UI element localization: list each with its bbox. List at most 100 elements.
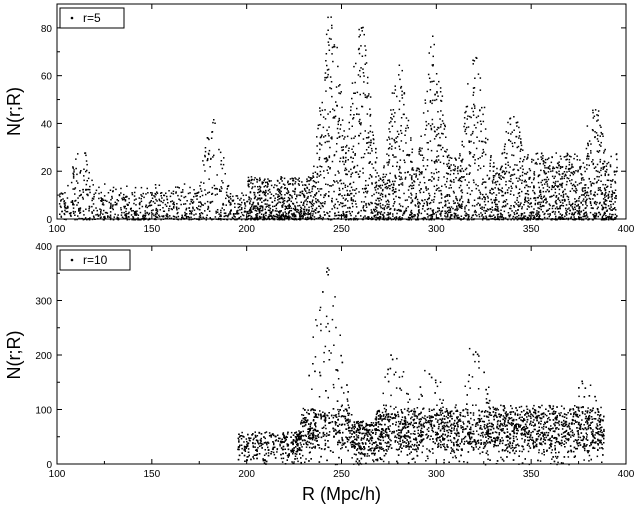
data-point bbox=[227, 185, 229, 187]
data-point bbox=[249, 208, 252, 210]
data-point bbox=[81, 196, 84, 199]
data-point bbox=[177, 211, 179, 214]
data-point bbox=[552, 167, 554, 170]
data-point bbox=[512, 169, 514, 171]
data-point bbox=[426, 208, 429, 211]
data-point bbox=[585, 203, 587, 205]
data-point bbox=[87, 177, 90, 180]
data-point bbox=[398, 145, 400, 148]
data-point bbox=[520, 148, 522, 150]
data-point bbox=[588, 140, 591, 142]
data-point bbox=[464, 179, 466, 181]
data-point bbox=[513, 168, 515, 171]
data-point bbox=[602, 214, 605, 216]
data-point bbox=[438, 80, 440, 83]
data-point bbox=[564, 173, 567, 176]
data-point bbox=[431, 118, 434, 121]
data-point bbox=[165, 192, 167, 194]
data-point bbox=[523, 212, 526, 214]
data-point bbox=[400, 210, 402, 212]
data-point bbox=[543, 178, 546, 181]
data-point bbox=[360, 67, 362, 69]
y-tick-label: 20 bbox=[41, 167, 53, 178]
data-point bbox=[280, 210, 282, 212]
data-point bbox=[418, 184, 420, 186]
data-point bbox=[450, 214, 452, 216]
data-point bbox=[545, 197, 547, 200]
data-point bbox=[426, 90, 428, 93]
data-point bbox=[100, 191, 102, 194]
data-point bbox=[361, 105, 364, 108]
data-point bbox=[437, 207, 439, 209]
data-point bbox=[358, 120, 360, 123]
data-point bbox=[393, 115, 395, 118]
data-point bbox=[117, 214, 119, 216]
data-point bbox=[470, 116, 472, 119]
data-point bbox=[458, 216, 460, 219]
data-point bbox=[330, 38, 332, 40]
data-point bbox=[599, 187, 601, 189]
data-point bbox=[316, 145, 318, 147]
data-point bbox=[132, 217, 135, 219]
data-point bbox=[298, 211, 300, 214]
data-point bbox=[254, 177, 256, 179]
data-point bbox=[547, 171, 550, 173]
data-point bbox=[383, 212, 386, 214]
data-point bbox=[510, 218, 512, 221]
data-point bbox=[431, 159, 433, 162]
data-point bbox=[324, 201, 326, 203]
data-point bbox=[338, 193, 340, 196]
data-point bbox=[407, 171, 409, 173]
data-point bbox=[439, 118, 441, 120]
data-point bbox=[319, 136, 322, 139]
data-point bbox=[277, 199, 279, 201]
data-point bbox=[609, 217, 612, 219]
data-point bbox=[539, 191, 542, 194]
data-point bbox=[194, 192, 197, 195]
data-point bbox=[492, 166, 494, 168]
data-point bbox=[253, 197, 256, 200]
data-point bbox=[602, 168, 604, 170]
data-point bbox=[111, 207, 114, 209]
data-point bbox=[488, 218, 490, 221]
data-point bbox=[324, 72, 327, 74]
data-point bbox=[365, 190, 367, 193]
data-point bbox=[111, 205, 114, 207]
data-point bbox=[346, 215, 348, 217]
data-point bbox=[272, 209, 274, 212]
data-point bbox=[120, 192, 122, 194]
data-point bbox=[383, 215, 385, 217]
data-point bbox=[596, 163, 599, 166]
data-point bbox=[220, 214, 222, 216]
data-point bbox=[418, 189, 421, 192]
data-point bbox=[428, 77, 431, 79]
data-point bbox=[163, 199, 165, 202]
data-point bbox=[388, 138, 391, 140]
data-point bbox=[338, 204, 341, 206]
data-point bbox=[445, 136, 447, 138]
data-point bbox=[222, 163, 225, 166]
data-point bbox=[449, 209, 452, 211]
data-point bbox=[63, 213, 66, 216]
data-point bbox=[95, 189, 98, 192]
data-point bbox=[551, 156, 553, 159]
data-point bbox=[555, 215, 557, 218]
data-point bbox=[456, 207, 458, 209]
data-point bbox=[591, 161, 593, 163]
data-point bbox=[531, 181, 533, 184]
data-point bbox=[223, 209, 225, 211]
data-point bbox=[294, 182, 296, 185]
data-point bbox=[246, 210, 248, 213]
data-point bbox=[411, 216, 413, 219]
data-point bbox=[594, 109, 597, 111]
data-point bbox=[330, 87, 333, 90]
data-point bbox=[410, 213, 412, 216]
data-point bbox=[549, 214, 551, 216]
data-point bbox=[597, 189, 600, 191]
data-point bbox=[610, 204, 612, 206]
data-point bbox=[278, 216, 281, 219]
data-point bbox=[296, 194, 298, 196]
data-point bbox=[614, 216, 616, 219]
data-point bbox=[382, 204, 384, 206]
data-point bbox=[320, 113, 322, 116]
